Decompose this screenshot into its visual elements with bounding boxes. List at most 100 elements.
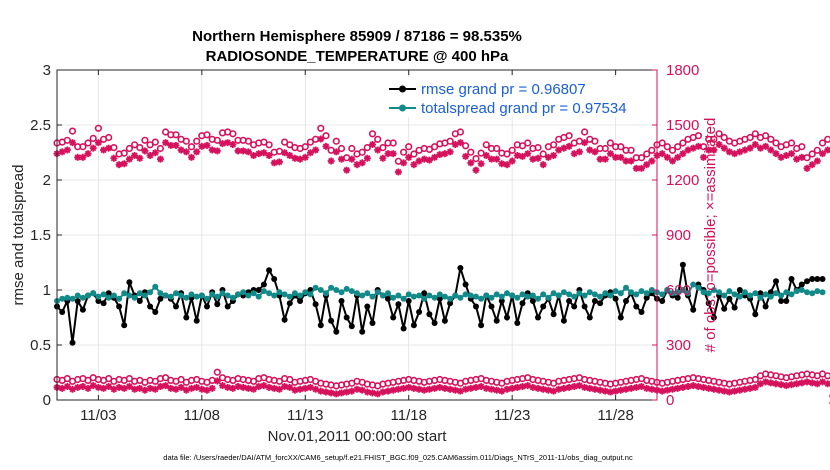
totalspread-point [452, 292, 459, 299]
asterisk-stroke [64, 383, 71, 390]
obs_low_assimilated-marker [689, 382, 697, 390]
rmse-point [591, 298, 598, 304]
asterisk-stroke [390, 150, 397, 157]
asterisk-stroke [793, 380, 800, 387]
obs_low_assimilated-marker [736, 386, 744, 394]
asterisk-stroke [472, 167, 480, 174]
obs_assimilated-marker [519, 152, 527, 160]
asterisk-stroke [328, 389, 335, 397]
obs_possible-marker [493, 144, 501, 153]
obs_assimilated-marker [663, 153, 671, 161]
obs_assimilated-marker [669, 157, 677, 165]
asterisk-stroke [415, 386, 423, 393]
asterisk-stroke [59, 385, 66, 392]
asterisk-stroke [462, 153, 469, 160]
asterisk-stroke [84, 385, 92, 392]
totalspread-point [74, 292, 81, 299]
asterisk-stroke [90, 382, 97, 389]
obs_assimilated-marker [456, 139, 464, 147]
rmse-point [581, 303, 588, 310]
rmse-point [478, 322, 485, 329]
obs_low_assimilated-marker [565, 383, 573, 391]
obs_assimilated-marker [115, 161, 123, 169]
asterisk-stroke [209, 385, 216, 392]
obs_assimilated-marker [627, 157, 635, 165]
obs_possible-marker [772, 139, 780, 147]
asterisk-stroke [110, 155, 118, 162]
x-tick-label: 11/13 [287, 407, 323, 424]
asterisk-stroke [219, 382, 226, 389]
obs_assimilated-marker [451, 141, 459, 148]
totalspread-point [628, 289, 635, 296]
totalspread-point [152, 283, 159, 290]
asterisk-stroke [596, 156, 604, 163]
rmse-point [674, 294, 681, 301]
asterisk-stroke [74, 384, 81, 391]
x-axis-label: Nov.01,2011 00:00:00 start [268, 428, 448, 445]
obs_possible-marker [141, 136, 149, 144]
asterisk-stroke [260, 382, 268, 389]
asterisk-stroke [803, 378, 811, 386]
asterisk-stroke [803, 165, 811, 172]
obs_low_assimilated-marker [260, 382, 268, 390]
totalspread-point [162, 292, 169, 299]
obs_low_assimilated-marker [131, 385, 139, 393]
asterisk-stroke [814, 157, 821, 165]
totalspread-point [571, 293, 578, 300]
obs_assimilated-marker [306, 149, 314, 157]
chart-title-line2: RADIOSONDE_TEMPERATURE @ 400 hPa [206, 48, 509, 65]
obs_possible-marker [710, 135, 718, 143]
obs_possible-marker [317, 124, 325, 132]
rmse-point [416, 309, 423, 315]
obs_assimilated-marker [575, 148, 583, 156]
rmse-point [431, 320, 438, 326]
totalspread-point [173, 290, 179, 297]
asterisk-stroke [757, 380, 764, 387]
obs_possible-marker [637, 154, 646, 162]
obs_possible-marker [446, 137, 454, 145]
asterisk-stroke [188, 154, 195, 161]
asterisk-stroke [152, 386, 159, 393]
asterisk-stroke [783, 152, 790, 159]
obs_assimilated-marker [156, 155, 164, 163]
totalspread-point [390, 294, 397, 301]
asterisk-stroke [152, 149, 159, 156]
asterisk-stroke [700, 154, 707, 161]
totalspread-point [560, 289, 567, 296]
obs_assimilated-marker [694, 142, 702, 150]
obs_possible-marker [358, 148, 366, 156]
totalspread-point [105, 294, 112, 301]
totalspread-point [602, 290, 609, 297]
obs_assimilated-marker [255, 150, 263, 158]
totalspread-point [100, 291, 107, 298]
asterisk-stroke [591, 148, 599, 155]
obs_low_assimilated-marker [239, 383, 247, 391]
asterisk-stroke [245, 148, 252, 155]
obs_possible-marker [332, 137, 340, 145]
obs_assimilated-marker [172, 141, 180, 149]
obs_low_assimilated-marker [156, 383, 164, 390]
totalspread-point [467, 292, 474, 299]
x-tick-label: 11/03 [80, 407, 116, 424]
obs_assimilated-marker [89, 144, 97, 152]
obs_possible-marker [363, 144, 371, 152]
obs_low_assimilated-marker [694, 383, 702, 390]
asterisk-stroke [762, 378, 769, 386]
asterisk-stroke [172, 142, 180, 149]
asterisk-stroke [126, 383, 133, 390]
totalspread-point [79, 294, 86, 301]
asterisk-stroke [69, 139, 76, 146]
obs_low_assimilated-marker [632, 383, 640, 391]
asterisk-stroke [271, 159, 278, 166]
obs_low_assimilated-marker [762, 378, 770, 386]
y-right-tick-label: 0 [666, 392, 674, 409]
totalspread-point [204, 295, 210, 302]
asterisk-stroke [384, 387, 392, 395]
obs_low_assimilated-marker [63, 383, 71, 390]
obs_possible-marker [518, 142, 527, 150]
asterisk-stroke [255, 383, 262, 390]
obs_possible-marker [389, 139, 397, 147]
asterisk-stroke [343, 167, 350, 174]
legend: rmse grand pr = 0.96807 totalspread gran… [385, 77, 650, 117]
rmse-point [447, 300, 454, 307]
